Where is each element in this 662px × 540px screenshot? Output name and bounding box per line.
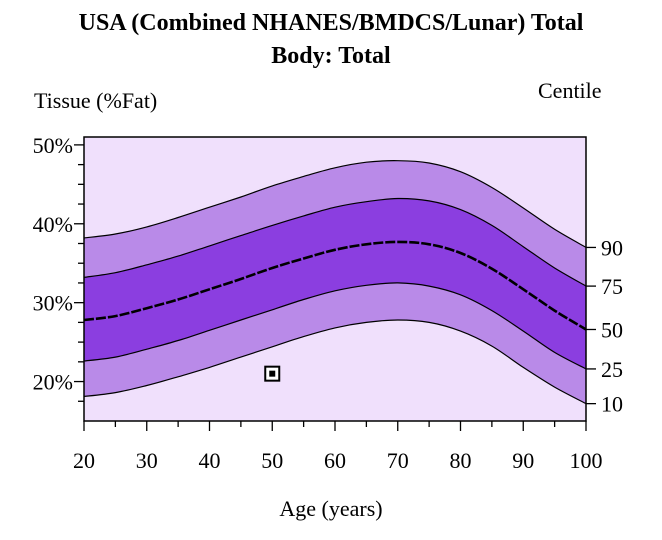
- centile-label: 50: [601, 317, 623, 342]
- y-tick-label: 30%: [33, 291, 73, 316]
- band-25-75: [84, 198, 586, 369]
- x-axis-label: Age (years): [279, 496, 383, 521]
- centile-line-10: [83, 319, 587, 405]
- chart-title: USA (Combined NHANES/BMDCS/Lunar) Total: [78, 10, 584, 36]
- y-tick-label: 20%: [33, 370, 73, 395]
- y-axis-label: Tissue (%Fat): [34, 88, 158, 113]
- x-tick-label: 100: [570, 448, 603, 473]
- centile-label: 10: [601, 392, 623, 417]
- x-tick-label: 40: [199, 448, 221, 473]
- x-tick-label: 70: [387, 448, 409, 473]
- x-tick-label: 90: [512, 448, 534, 473]
- patient-marker-dot: [269, 370, 276, 377]
- x-tick-label: 30: [136, 448, 158, 473]
- centile-line-90: [83, 160, 587, 248]
- x-tick-label: 50: [261, 448, 283, 473]
- x-tick-label: 60: [324, 448, 346, 473]
- y-tick-label: 50%: [33, 133, 73, 158]
- y-tick-label: 40%: [33, 212, 73, 237]
- centile-label: 90: [601, 235, 623, 260]
- centile-axis-label: Centile: [538, 78, 602, 103]
- centile-line-50: [83, 240, 587, 331]
- centile-label: 75: [601, 274, 623, 299]
- centile-label: 25: [601, 357, 623, 382]
- centile-line-25: [83, 282, 587, 370]
- x-tick-label: 80: [450, 448, 472, 473]
- x-tick-label: 20: [73, 448, 95, 473]
- chart-subtitle: Body: Total: [271, 43, 391, 69]
- centile-line-75: [83, 197, 587, 287]
